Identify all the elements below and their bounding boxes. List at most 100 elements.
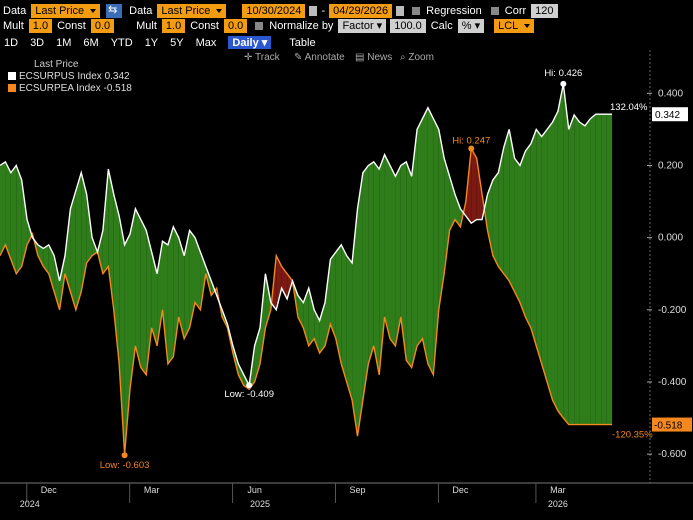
regression-checkbox[interactable] <box>412 7 421 15</box>
spread-segment <box>341 244 347 382</box>
corr-input[interactable]: 120 <box>531 4 558 18</box>
spread-segment <box>514 158 520 303</box>
spread-segment <box>520 151 526 318</box>
spread-segment <box>75 172 82 310</box>
regression-label: Regression <box>426 5 482 17</box>
price-chart[interactable]: 0.400 0.200 0.000 -0.200 -0.400 -0.600 Dec Mar J… <box>0 50 693 520</box>
timeframe-3d[interactable]: 3D <box>30 36 45 49</box>
spread-segment <box>81 172 87 292</box>
series-line-us <box>0 83 613 388</box>
x-tick-label: Dec <box>452 485 469 495</box>
spread-segment <box>184 230 190 339</box>
corr-label: Corr <box>504 5 527 17</box>
data2-select[interactable]: Last Price <box>157 4 227 18</box>
zoom-tool[interactable]: ⌕ Zoom <box>400 52 434 63</box>
spread-segment <box>595 114 602 425</box>
spread-segment <box>195 237 201 310</box>
timeframe-1d[interactable]: 1D <box>4 36 19 49</box>
spread-segment <box>530 129 537 346</box>
x-tick-label: Sep <box>349 485 365 495</box>
series-lines <box>0 83 613 455</box>
data2-label: Data <box>129 5 153 17</box>
normalize-checkbox[interactable] <box>255 22 264 30</box>
low-label-ea: Low: -0.603 <box>100 460 150 471</box>
timeframe-1y[interactable]: 1Y <box>144 36 159 49</box>
chart-axes: 0.400 0.200 0.000 -0.200 -0.400 -0.600 Dec Mar J… <box>0 50 693 509</box>
legend-item-ea[interactable]: ECSURPEA Index -0.518 <box>8 83 132 94</box>
pencil-icon: ✎ <box>294 52 303 63</box>
normalize-select[interactable]: Factor ▾ <box>338 19 387 33</box>
spread-segment <box>162 241 168 364</box>
timeframe-5y[interactable]: 5Y <box>170 36 184 49</box>
magnifier-icon: ⌕ <box>400 52 406 63</box>
spread-segment <box>281 266 288 299</box>
spread-segment <box>547 122 553 401</box>
timeframe-ytd[interactable]: YTD <box>110 36 133 49</box>
spread-segment <box>276 255 282 310</box>
calendar-icon[interactable] <box>309 6 318 16</box>
hi-marker-ea <box>468 145 475 152</box>
spread-segment <box>552 111 558 411</box>
timeframe-1m[interactable]: 1M <box>56 36 72 49</box>
x-tick-label: Jun <box>247 485 262 495</box>
legend-swatch <box>8 72 16 81</box>
spread-segment <box>373 161 380 375</box>
last-value-tag-ea <box>652 417 692 432</box>
mult-input[interactable]: 1.0 <box>28 19 53 33</box>
spread-segment <box>563 83 569 425</box>
spread-segment <box>335 244 342 364</box>
spread-segment <box>536 129 542 364</box>
spread-segment <box>557 83 564 419</box>
start-date-input[interactable]: 10/30/2024 <box>242 4 306 18</box>
const2-label: Const <box>190 20 219 32</box>
annotate-tool[interactable]: ✎ Annotate <box>294 52 345 63</box>
spread-segment <box>102 169 109 274</box>
toolbar-row-1: Data Last Price Data Last Price 10/30/20… <box>0 3 693 19</box>
y-tick-label: 0.400 <box>658 88 683 99</box>
news-tool[interactable]: ▤ News <box>355 52 393 63</box>
end-date-input[interactable]: 04/29/2026 <box>329 4 393 18</box>
chevron-down-icon <box>90 9 97 13</box>
timeframe-6m[interactable]: 6M <box>83 36 99 49</box>
legend-item-us[interactable]: ECSURPUS Index 0.342 <box>8 71 130 82</box>
legend-title: Last Price <box>34 59 79 70</box>
spread-segment <box>492 172 499 267</box>
swap-icon[interactable] <box>106 3 123 18</box>
mult2-input[interactable]: 1.0 <box>161 19 186 33</box>
spread-segment <box>260 273 266 364</box>
spread-segment <box>438 129 445 310</box>
timeframe-max[interactable]: Max <box>195 36 217 49</box>
spread-segment <box>97 230 103 274</box>
chevron-down-icon <box>524 24 531 28</box>
spread-segment <box>487 179 493 256</box>
spread-segment <box>417 118 423 346</box>
factor-input[interactable]: 100.0 <box>390 19 426 33</box>
series-line-ea <box>0 146 613 455</box>
x-year-label: 2026 <box>548 499 568 509</box>
spread-segment <box>151 252 158 346</box>
crosshair-icon: ✛ <box>244 52 253 63</box>
y-tick-label: -0.400 <box>658 377 687 388</box>
spread-segment <box>579 122 585 425</box>
table-button[interactable]: Table <box>289 36 316 49</box>
const-input[interactable]: 0.0 <box>90 19 115 33</box>
spread-segment <box>384 154 390 339</box>
spread-segment <box>455 194 461 227</box>
spread-segment <box>314 309 320 354</box>
calc-select[interactable]: % ▾ <box>457 19 485 33</box>
x-tick-label: Mar <box>550 485 566 495</box>
data-select[interactable]: Last Price <box>31 4 101 18</box>
calendar-icon[interactable] <box>396 6 405 16</box>
spread-segment <box>70 190 76 310</box>
corr-checkbox[interactable] <box>490 7 499 15</box>
date-separator: - <box>321 5 326 17</box>
currency-select[interactable]: LCL <box>494 19 535 33</box>
frequency-select[interactable]: Daily ▾ <box>228 36 272 49</box>
spread-segment <box>238 363 244 386</box>
track-tool[interactable]: ✛ Track <box>244 52 280 63</box>
spread-segment <box>606 114 613 425</box>
spread-segment <box>16 165 22 274</box>
spread-segment <box>5 161 11 260</box>
spread-segment <box>433 118 439 375</box>
const2-input[interactable]: 0.0 <box>223 19 248 33</box>
